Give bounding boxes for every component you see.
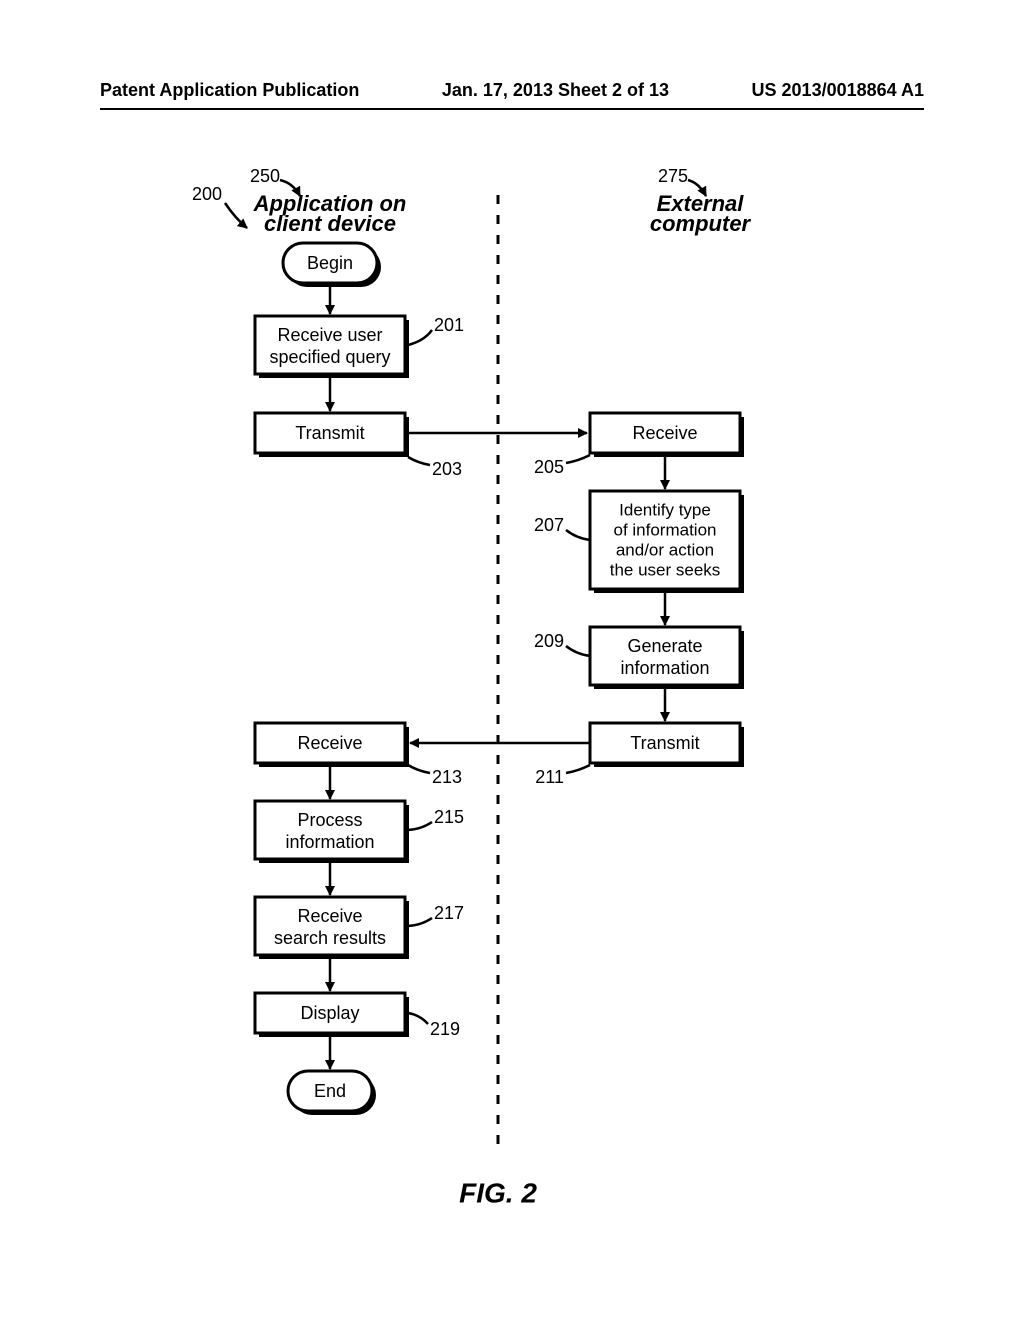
right-title-l2: computer [650, 211, 752, 236]
node-203: Transmit [255, 413, 409, 457]
label-219: 219 [430, 1019, 460, 1039]
node-207-l2: of information [614, 520, 717, 539]
node-207-l1: Identify type [619, 500, 711, 519]
node-201: Receive user specified query [255, 316, 409, 378]
node-203-text: Transmit [295, 423, 364, 443]
node-207: Identify type of information and/or acti… [590, 491, 744, 593]
node-205: Receive [590, 413, 744, 457]
label-201: 201 [434, 315, 464, 335]
node-207-l3: and/or action [616, 540, 714, 559]
node-end-text: End [314, 1081, 346, 1101]
node-201-l1: Receive user [277, 325, 382, 345]
node-213-text: Receive [297, 733, 362, 753]
label-200: 200 [192, 184, 222, 204]
leader-207 [566, 530, 590, 540]
leader-205 [566, 455, 590, 463]
leader-200 [225, 203, 247, 228]
node-209-l1: Generate [627, 636, 702, 656]
left-title-l2: client device [264, 211, 396, 236]
node-201-l2: specified query [269, 347, 390, 367]
label-203: 203 [432, 459, 462, 479]
label-205: 205 [534, 457, 564, 477]
label-250: 250 [250, 166, 280, 186]
label-213: 213 [432, 767, 462, 787]
figure-caption: FIG. 2 [459, 1177, 537, 1208]
node-215-l2: information [285, 832, 374, 852]
node-215-l1: Process [297, 810, 362, 830]
node-begin: Begin [283, 243, 381, 287]
leader-217 [408, 918, 432, 926]
node-217-l2: search results [274, 928, 386, 948]
leader-213 [408, 765, 430, 773]
node-215: Process information [255, 801, 409, 863]
flowchart-svg: Application on client device External co… [0, 0, 1024, 1320]
node-217-l1: Receive [297, 906, 362, 926]
label-207: 207 [534, 515, 564, 535]
label-211: 211 [535, 767, 564, 787]
leader-203 [408, 457, 430, 465]
node-211: Transmit [590, 723, 744, 767]
node-209-l2: information [620, 658, 709, 678]
node-begin-text: Begin [307, 253, 353, 273]
node-219-text: Display [300, 1003, 359, 1023]
node-211-text: Transmit [630, 733, 699, 753]
node-207-l4: the user seeks [610, 560, 721, 579]
label-209: 209 [534, 631, 564, 651]
node-217: Receive search results [255, 897, 409, 959]
node-219: Display [255, 993, 409, 1037]
label-215: 215 [434, 807, 464, 827]
label-217: 217 [434, 903, 464, 923]
node-end: End [288, 1071, 376, 1115]
leader-219 [408, 1013, 428, 1024]
label-275: 275 [658, 166, 688, 186]
leader-201 [408, 330, 432, 345]
page-container: { "header": { "left": "Patent Applicatio… [0, 0, 1024, 1320]
node-213: Receive [255, 723, 409, 767]
node-205-text: Receive [632, 423, 697, 443]
leader-215 [408, 822, 432, 830]
leader-211 [566, 765, 590, 773]
leader-209 [566, 646, 590, 656]
node-209: Generate information [590, 627, 744, 689]
